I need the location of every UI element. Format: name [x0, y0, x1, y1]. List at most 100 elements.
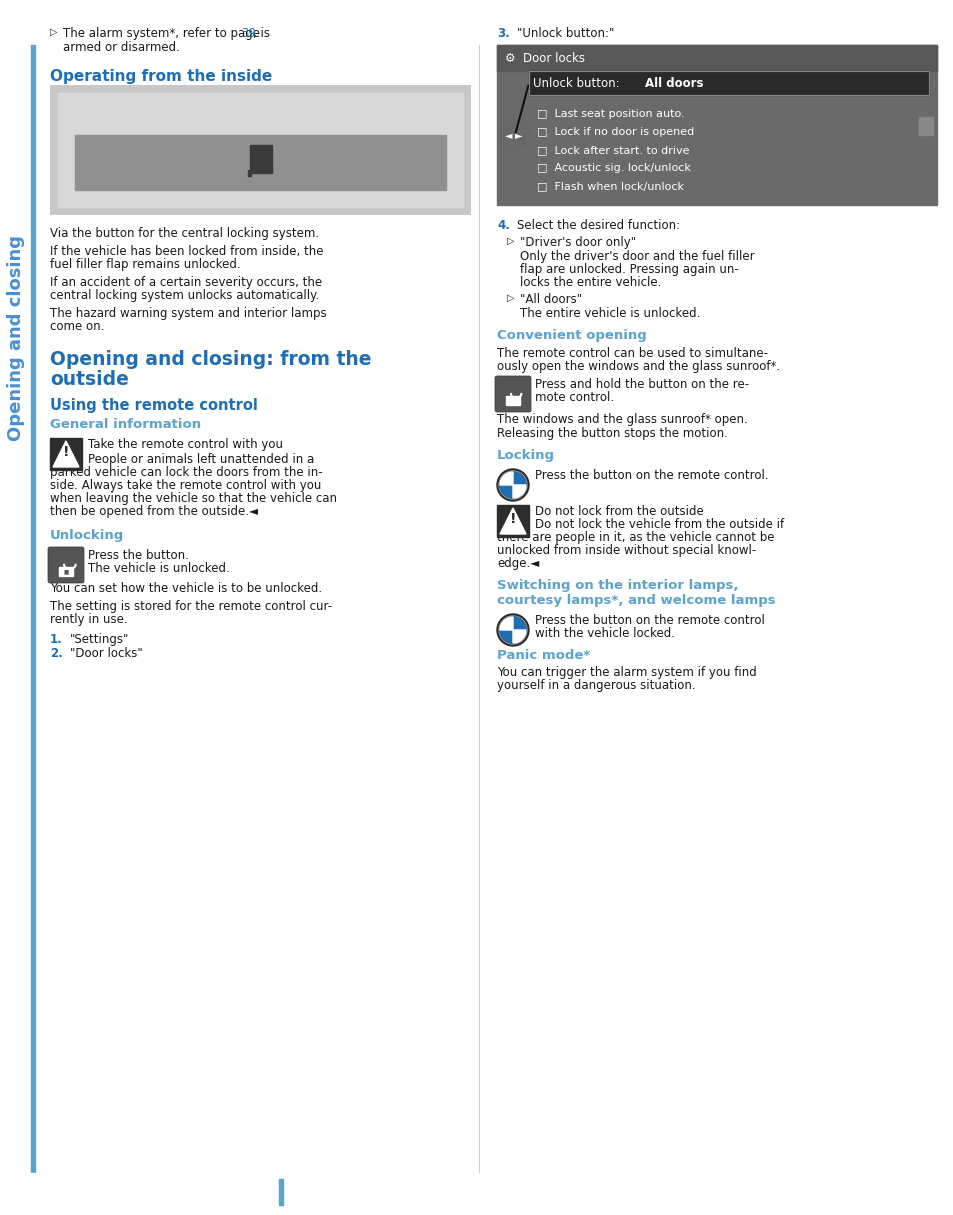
- Text: then be opened from the outside.◄: then be opened from the outside.◄: [50, 505, 257, 518]
- Text: Online Edition for Part no. 01 40 2 606 469 - 03 11 490: Online Edition for Part no. 01 40 2 606 …: [299, 1196, 585, 1205]
- Text: Unlocking: Unlocking: [50, 529, 124, 542]
- Text: Press the button on the remote control: Press the button on the remote control: [535, 614, 764, 627]
- Circle shape: [497, 614, 529, 646]
- Bar: [497, 45, 936, 70]
- Text: The vehicle is unlocked.: The vehicle is unlocked.: [88, 563, 230, 575]
- Text: □  Last seat position auto.: □ Last seat position auto.: [537, 109, 684, 119]
- Text: armed or disarmed.: armed or disarmed.: [63, 41, 180, 53]
- Polygon shape: [499, 485, 513, 498]
- Text: parked vehicle can lock the doors from the in-: parked vehicle can lock the doors from t…: [50, 467, 322, 479]
- Bar: [30, 45, 35, 1172]
- Bar: [248, 170, 251, 176]
- Text: □  Lock if no door is opened: □ Lock if no door is opened: [537, 128, 694, 137]
- Text: The entire vehicle is unlocked.: The entire vehicle is unlocked.: [519, 307, 700, 320]
- Text: there are people in it, as the vehicle cannot be: there are people in it, as the vehicle c…: [497, 531, 774, 544]
- Text: Switching on the interior lamps,: Switching on the interior lamps,: [497, 580, 738, 592]
- Polygon shape: [499, 631, 513, 643]
- Text: Operating from the inside: Operating from the inside: [50, 69, 272, 84]
- Text: Take the remote control with you: Take the remote control with you: [88, 437, 283, 451]
- Text: !: !: [63, 446, 70, 459]
- Bar: [497, 505, 529, 537]
- Text: 32: 32: [260, 1181, 275, 1194]
- Text: central locking system unlocks automatically.: central locking system unlocks automatic…: [50, 289, 319, 303]
- Text: 4.: 4.: [497, 219, 509, 232]
- Text: Opening and closing: Opening and closing: [7, 234, 25, 441]
- Circle shape: [497, 119, 530, 151]
- Text: The setting is stored for the remote control cur-: The setting is stored for the remote con…: [50, 600, 332, 614]
- Text: 39: 39: [241, 27, 255, 40]
- Text: 3.: 3.: [497, 27, 509, 40]
- Bar: [505, 396, 519, 405]
- Text: locks the entire vehicle.: locks the entire vehicle.: [519, 276, 660, 289]
- Text: 1.: 1.: [50, 633, 63, 646]
- Text: The hazard warning system and interior lamps: The hazard warning system and interior l…: [50, 307, 326, 320]
- Text: You can set how the vehicle is to be unlocked.: You can set how the vehicle is to be unl…: [50, 582, 322, 595]
- Bar: [529, 70, 928, 95]
- Text: "All doors": "All doors": [519, 293, 581, 306]
- Text: Via the button for the central locking system.: Via the button for the central locking s…: [50, 227, 319, 241]
- Text: Press the button on the remote control.: Press the button on the remote control.: [535, 469, 768, 482]
- Text: with the vehicle locked.: with the vehicle locked.: [535, 627, 675, 640]
- Text: ⚙  Door locks: ⚙ Door locks: [504, 51, 584, 64]
- Bar: [250, 145, 272, 173]
- Text: Select the desired function:: Select the desired function:: [517, 219, 679, 232]
- Bar: [529, 70, 928, 95]
- Text: unlocked from inside without special knowl-: unlocked from inside without special kno…: [497, 544, 756, 556]
- Text: flap are unlocked. Pressing again un-: flap are unlocked. Pressing again un-: [519, 262, 738, 276]
- Text: Unlock button:: Unlock button:: [533, 77, 619, 90]
- Text: Convenient opening: Convenient opening: [497, 329, 646, 341]
- Text: The remote control can be used to simultane-: The remote control can be used to simult…: [497, 347, 767, 360]
- Polygon shape: [53, 441, 79, 467]
- Circle shape: [499, 617, 525, 643]
- Bar: [50, 437, 82, 470]
- Circle shape: [498, 471, 526, 499]
- Text: "Driver's door only": "Driver's door only": [519, 236, 636, 249]
- Text: courtesy lamps*, and welcome lamps: courtesy lamps*, and welcome lamps: [497, 594, 775, 608]
- Text: ►: ►: [515, 130, 522, 140]
- Text: ▷: ▷: [50, 27, 57, 36]
- Text: Using the remote control: Using the remote control: [50, 399, 257, 413]
- Text: "Settings": "Settings": [70, 633, 130, 646]
- Text: ◄: ◄: [505, 130, 512, 140]
- Text: Locking: Locking: [497, 450, 555, 462]
- Text: Do not lock the vehicle from the outside if: Do not lock the vehicle from the outside…: [535, 518, 783, 531]
- Text: side. Always take the remote control with you: side. Always take the remote control wit…: [50, 479, 321, 492]
- FancyBboxPatch shape: [495, 375, 531, 412]
- Text: ously open the windows and the glass sunroof*.: ously open the windows and the glass sun…: [497, 360, 780, 373]
- Text: ▷: ▷: [506, 236, 514, 245]
- Text: Panic mode*: Panic mode*: [497, 649, 590, 662]
- Bar: [75, 135, 446, 190]
- Text: , is: , is: [253, 27, 270, 40]
- Text: "Door locks": "Door locks": [70, 648, 143, 660]
- Text: fuel filler flap remains unlocked.: fuel filler flap remains unlocked.: [50, 258, 240, 271]
- Polygon shape: [513, 485, 525, 498]
- Polygon shape: [499, 508, 525, 535]
- Text: Do not lock from the outside: Do not lock from the outside: [535, 505, 703, 518]
- Polygon shape: [513, 631, 525, 643]
- Bar: [58, 94, 462, 207]
- Text: come on.: come on.: [50, 320, 104, 333]
- Text: 2.: 2.: [50, 648, 63, 660]
- Text: mote control.: mote control.: [535, 391, 614, 405]
- Text: outside: outside: [50, 371, 129, 389]
- Circle shape: [498, 616, 526, 644]
- Text: All doors: All doors: [644, 77, 702, 90]
- Text: Press and hold the button on the re-: Press and hold the button on the re-: [535, 378, 748, 391]
- Text: □  Acoustic sig. lock/unlock: □ Acoustic sig. lock/unlock: [537, 163, 690, 173]
- Text: "Unlock button:": "Unlock button:": [517, 27, 614, 40]
- Polygon shape: [513, 471, 525, 485]
- Circle shape: [499, 471, 525, 498]
- Bar: [497, 45, 936, 205]
- Text: edge.◄: edge.◄: [497, 556, 538, 570]
- Text: Only the driver's door and the fuel filler: Only the driver's door and the fuel fill…: [519, 250, 754, 262]
- Text: □  Lock after start. to drive: □ Lock after start. to drive: [537, 145, 689, 156]
- Bar: [59, 566, 73, 576]
- Polygon shape: [499, 471, 513, 485]
- FancyBboxPatch shape: [48, 547, 84, 583]
- Bar: [278, 1179, 283, 1205]
- Bar: [918, 117, 932, 135]
- Text: If the vehicle has been locked from inside, the: If the vehicle has been locked from insi…: [50, 245, 323, 258]
- Text: General information: General information: [50, 418, 201, 431]
- Circle shape: [497, 469, 529, 501]
- Text: yourself in a dangerous situation.: yourself in a dangerous situation.: [497, 679, 695, 693]
